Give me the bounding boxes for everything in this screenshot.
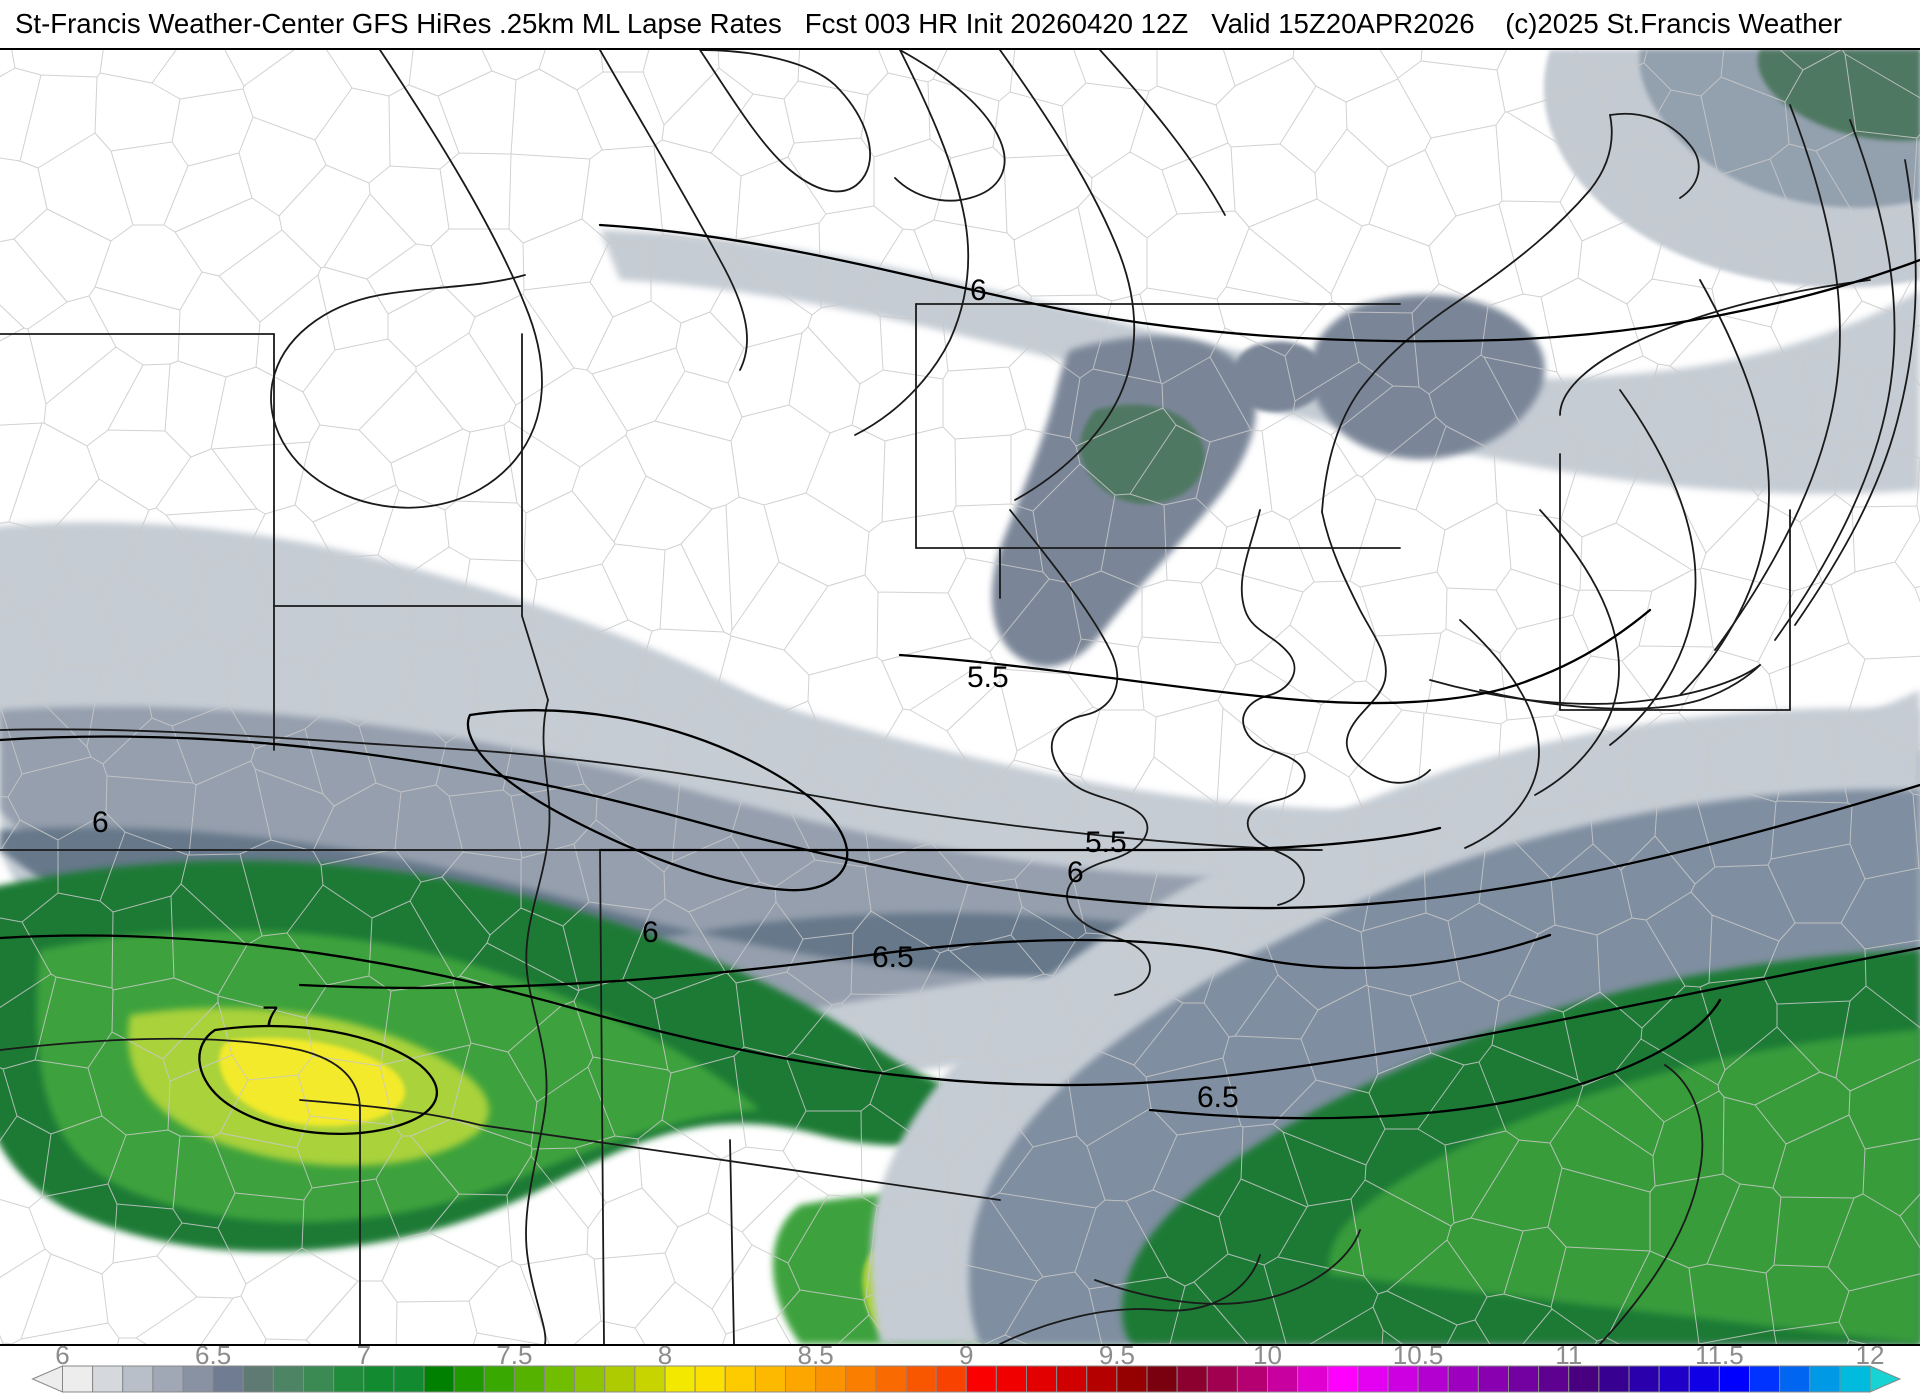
svg-text:6.5: 6.5	[1197, 1081, 1239, 1114]
svg-text:6: 6	[642, 916, 659, 949]
svg-text:7: 7	[262, 1001, 279, 1034]
svg-text:6: 6	[1067, 856, 1084, 889]
svg-text:6.5: 6.5	[872, 941, 914, 974]
svg-text:5.5: 5.5	[967, 661, 1009, 694]
svg-text:5.5: 5.5	[1085, 826, 1127, 859]
svg-text:6: 6	[92, 806, 109, 839]
svg-text:6: 6	[970, 274, 987, 307]
